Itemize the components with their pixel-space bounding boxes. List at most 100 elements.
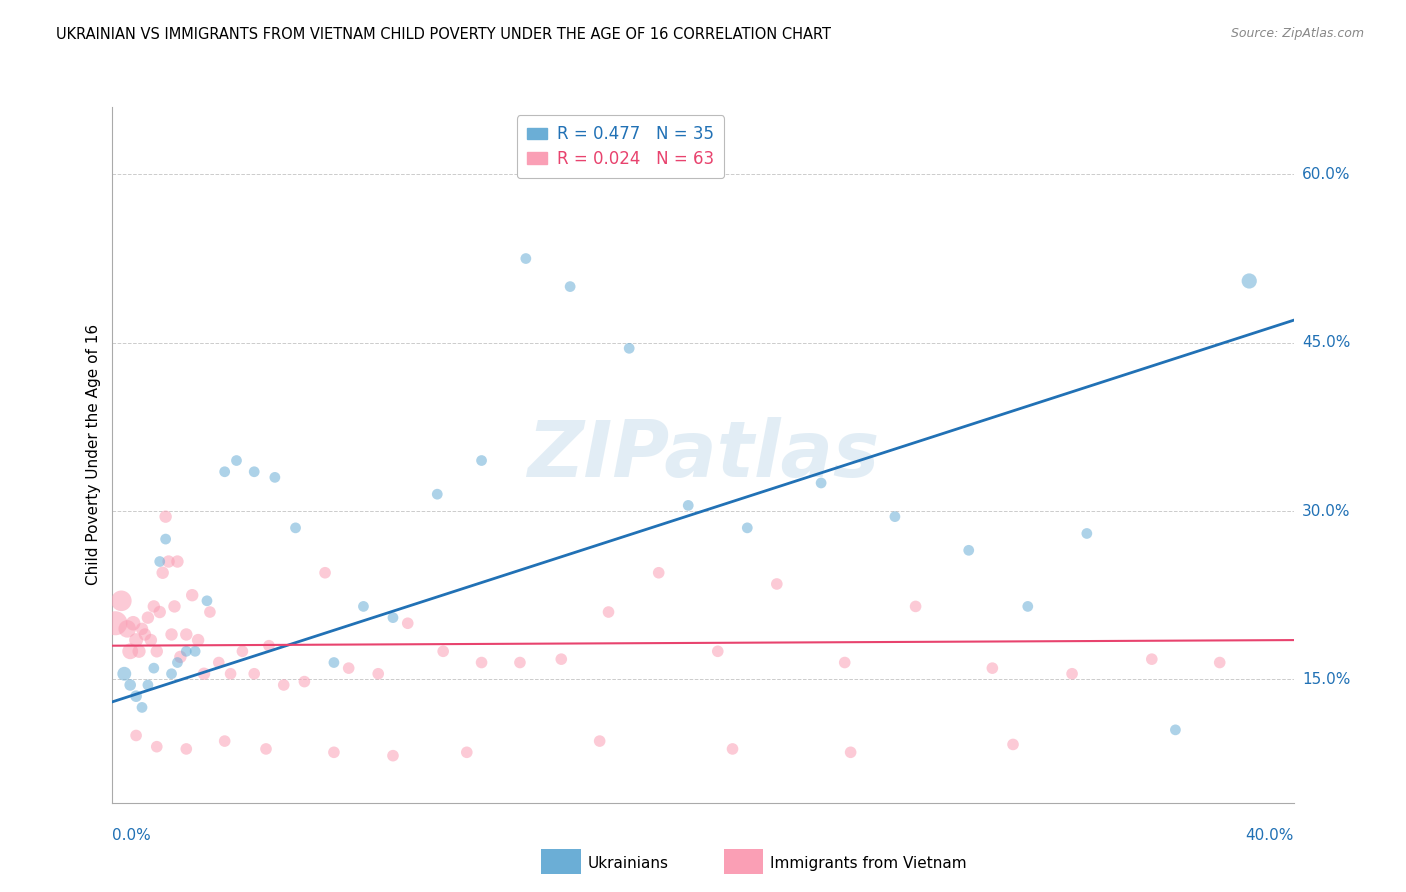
Point	[225, 453, 247, 467]
Point	[131, 622, 153, 636]
Point	[181, 588, 204, 602]
Point	[509, 656, 531, 670]
Point	[323, 656, 346, 670]
Point	[112, 666, 135, 681]
Point	[166, 656, 188, 670]
Point	[214, 734, 236, 748]
Point	[337, 661, 360, 675]
Point	[352, 599, 374, 614]
Point	[214, 465, 236, 479]
Point	[104, 616, 127, 631]
Point	[139, 633, 162, 648]
Point	[273, 678, 295, 692]
Point	[254, 742, 277, 756]
Point	[166, 555, 188, 569]
Point	[174, 644, 197, 658]
Point	[174, 627, 197, 641]
Point	[284, 521, 307, 535]
Point	[110, 594, 132, 608]
Point	[904, 599, 927, 614]
Point	[1017, 599, 1039, 614]
Text: ZIPatlas: ZIPatlas	[527, 417, 879, 493]
Text: Ukrainians: Ukrainians	[588, 856, 669, 871]
Point	[243, 666, 266, 681]
Point	[981, 661, 1004, 675]
Point	[323, 745, 346, 759]
Point	[163, 599, 186, 614]
Point	[647, 566, 671, 580]
Point	[396, 616, 419, 631]
Point	[169, 649, 191, 664]
Text: Source: ZipAtlas.com: Source: ZipAtlas.com	[1230, 27, 1364, 40]
Point	[470, 656, 494, 670]
Point	[208, 656, 231, 670]
Point	[678, 499, 700, 513]
Point	[884, 509, 907, 524]
Point	[160, 627, 183, 641]
Point	[810, 475, 832, 490]
Point	[193, 666, 215, 681]
Text: 30.0%: 30.0%	[1302, 503, 1350, 518]
Point	[128, 644, 150, 658]
Point	[195, 594, 218, 608]
Point	[706, 644, 728, 658]
Point	[588, 734, 610, 748]
Text: UKRAINIAN VS IMMIGRANTS FROM VIETNAM CHILD POVERTY UNDER THE AGE OF 16 CORRELATI: UKRAINIAN VS IMMIGRANTS FROM VIETNAM CHI…	[56, 27, 831, 42]
Point	[1062, 666, 1084, 681]
Point	[598, 605, 620, 619]
Point	[125, 729, 148, 743]
Point	[131, 700, 153, 714]
Point	[1140, 652, 1163, 666]
Point	[839, 745, 862, 759]
Text: 15.0%: 15.0%	[1302, 672, 1350, 687]
Point	[149, 605, 172, 619]
Point	[136, 610, 159, 624]
Point	[737, 521, 759, 535]
Point	[1164, 723, 1187, 737]
Point	[515, 252, 537, 266]
Text: 60.0%: 60.0%	[1302, 167, 1350, 182]
Point	[264, 470, 287, 484]
Point	[136, 678, 159, 692]
Point	[134, 627, 156, 641]
Point	[117, 622, 138, 636]
Point	[456, 745, 478, 759]
Point	[152, 566, 174, 580]
Point	[231, 644, 253, 658]
Point	[766, 577, 789, 591]
Text: 0.0%: 0.0%	[112, 828, 152, 843]
Legend: R = 0.477   N = 35, R = 0.024   N = 63: R = 0.477 N = 35, R = 0.024 N = 63	[517, 115, 724, 178]
Point	[155, 509, 177, 524]
Point	[292, 674, 315, 689]
Point	[125, 633, 148, 648]
Point	[142, 661, 165, 675]
Point	[160, 666, 183, 681]
Point	[184, 644, 207, 658]
Point	[470, 453, 494, 467]
Point	[155, 532, 177, 546]
Point	[146, 739, 169, 754]
Point	[120, 644, 142, 658]
Point	[219, 666, 242, 681]
Point	[367, 666, 389, 681]
Point	[187, 633, 209, 648]
Point	[426, 487, 449, 501]
Text: 45.0%: 45.0%	[1302, 335, 1350, 351]
Point	[257, 639, 280, 653]
Point	[957, 543, 980, 558]
Point	[120, 678, 142, 692]
Point	[619, 341, 641, 355]
Point	[125, 689, 148, 703]
Point	[834, 656, 856, 670]
Point	[198, 605, 221, 619]
Point	[558, 279, 582, 293]
Point	[1208, 656, 1232, 670]
Point	[382, 748, 405, 763]
Point	[382, 610, 405, 624]
Text: Immigrants from Vietnam: Immigrants from Vietnam	[770, 856, 967, 871]
Point	[550, 652, 572, 666]
Point	[1076, 526, 1098, 541]
Y-axis label: Child Poverty Under the Age of 16: Child Poverty Under the Age of 16	[86, 325, 101, 585]
Point	[174, 742, 197, 756]
Point	[142, 599, 165, 614]
